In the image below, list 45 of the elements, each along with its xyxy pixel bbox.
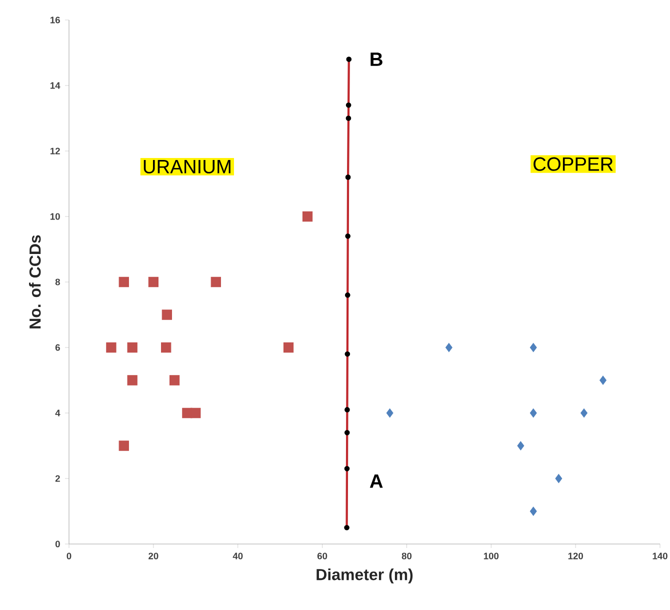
x-axis-title: Diameter (m) [316, 568, 413, 584]
x-tick-label: 100 [484, 552, 499, 560]
x-tick-label: 120 [568, 552, 583, 560]
point [161, 342, 172, 353]
point [530, 506, 537, 516]
point [600, 376, 606, 385]
point [106, 342, 116, 353]
point [127, 375, 138, 386]
point [169, 375, 180, 386]
point [283, 342, 294, 353]
point [580, 408, 588, 418]
y-tick-label: 8 [55, 278, 60, 286]
x-tick-label: 60 [317, 552, 328, 560]
annotation: COPPER [534, 157, 613, 171]
point [210, 276, 221, 288]
x-tick-label: 80 [402, 552, 412, 560]
point [386, 408, 394, 418]
point [190, 408, 201, 418]
x-tick-label: 140 [652, 552, 668, 560]
y-tick-label: 10 [50, 213, 60, 220]
y-tick-label: 12 [50, 148, 60, 154]
point [517, 441, 524, 450]
y-tick-label: 16 [50, 16, 60, 24]
point [555, 474, 562, 484]
x-tick-label: 40 [232, 552, 243, 560]
y-tick-label: 4 [55, 410, 60, 416]
point [118, 440, 129, 451]
annotation: B [370, 52, 382, 66]
point [162, 310, 172, 320]
point [148, 276, 159, 288]
y-tick-label: 0 [55, 540, 60, 548]
point [530, 342, 537, 352]
annotation: URANIUM [144, 160, 230, 174]
point [118, 276, 129, 288]
y-tick-label: 6 [55, 344, 60, 351]
y-tick-label: 14 [50, 82, 60, 89]
y-axis-title: No. of CCDs [29, 235, 41, 328]
point [445, 342, 452, 352]
y-tick-label: 2 [55, 475, 60, 482]
x-tick-label: 20 [148, 552, 158, 560]
annotation: A [370, 474, 383, 488]
point [530, 408, 537, 418]
point [127, 342, 138, 353]
point [302, 211, 313, 222]
x-tick-label: 0 [66, 552, 72, 560]
